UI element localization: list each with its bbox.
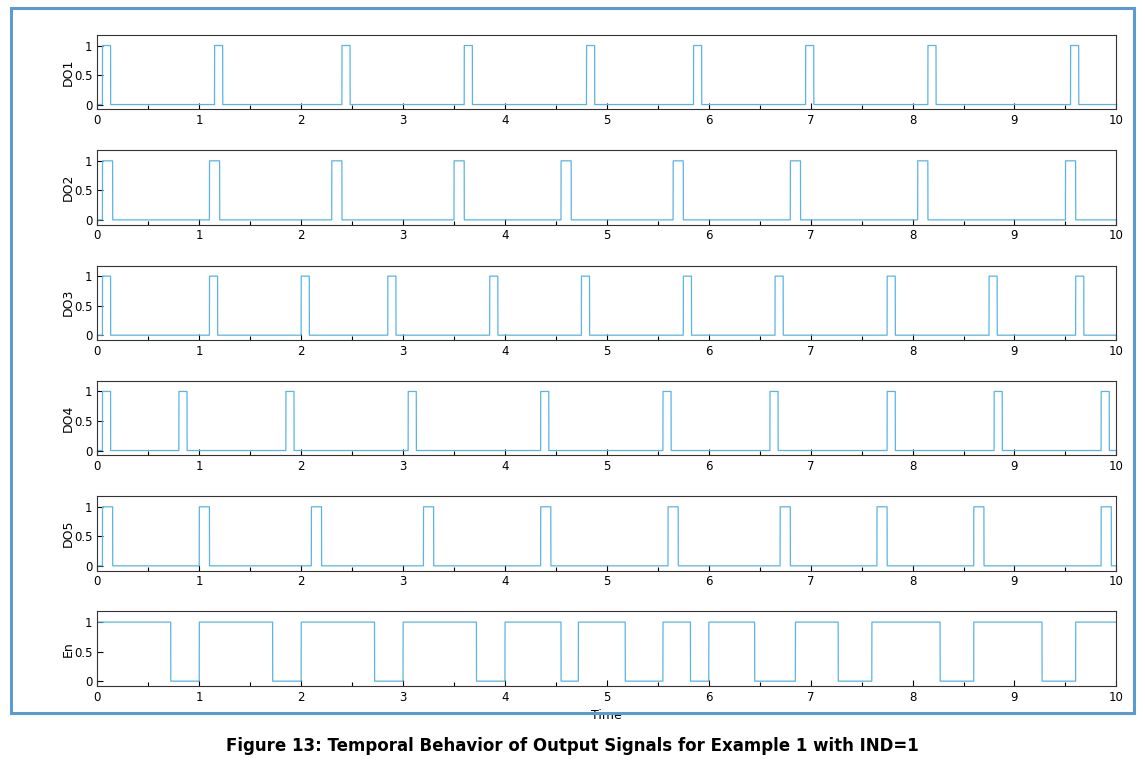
X-axis label: Time: Time (592, 709, 622, 722)
Text: Figure 13: Temporal Behavior of Output Signals for Example 1 with IND=1: Figure 13: Temporal Behavior of Output S… (226, 736, 919, 755)
Y-axis label: DO1: DO1 (62, 58, 74, 86)
Y-axis label: DO2: DO2 (62, 174, 74, 201)
Y-axis label: DO5: DO5 (62, 519, 74, 547)
Y-axis label: En: En (62, 641, 74, 656)
Y-axis label: DO3: DO3 (62, 289, 74, 316)
Y-axis label: DO4: DO4 (62, 405, 74, 432)
